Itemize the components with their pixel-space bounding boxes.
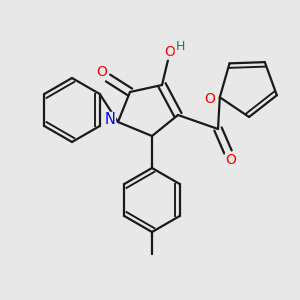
Text: H: H: [175, 40, 185, 52]
Text: O: O: [97, 65, 107, 79]
Text: O: O: [226, 153, 236, 167]
Text: O: O: [165, 45, 176, 59]
Text: N: N: [105, 112, 116, 128]
Text: O: O: [204, 92, 215, 106]
